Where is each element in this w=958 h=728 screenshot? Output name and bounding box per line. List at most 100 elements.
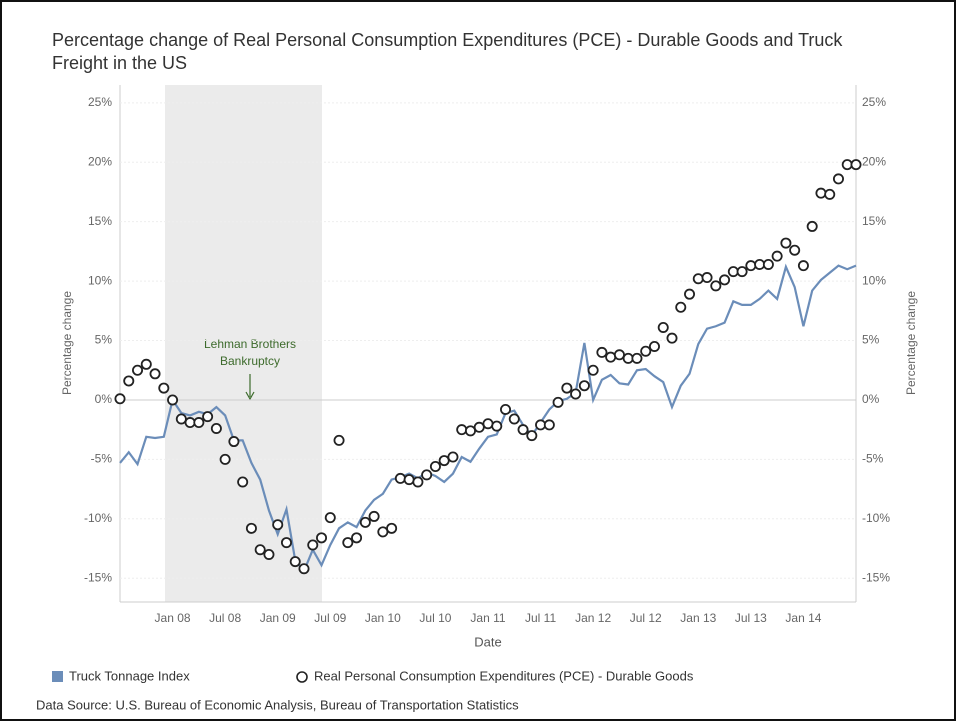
- x-tick-label: Jul 13: [735, 611, 767, 625]
- point: [245, 522, 257, 534]
- point: [727, 266, 739, 278]
- point: [228, 436, 240, 448]
- point: [797, 260, 809, 272]
- x-tick-label: Jul 12: [630, 611, 662, 625]
- y2-tick-label: 20%: [862, 154, 886, 168]
- point: [789, 244, 801, 256]
- legend-label: Real Personal Consumption Expenditures (…: [314, 668, 694, 683]
- point: [377, 526, 389, 538]
- annotation: Bankruptcy: [220, 354, 280, 368]
- point: [429, 461, 441, 473]
- point: [438, 455, 450, 467]
- point: [298, 563, 310, 575]
- annotation-arrow: [245, 391, 255, 401]
- point: [640, 345, 652, 357]
- point: [412, 476, 424, 488]
- point: [184, 417, 196, 429]
- point: [394, 472, 406, 484]
- annotation: Lehman Brothers: [204, 337, 296, 351]
- point: [114, 393, 126, 405]
- x-tick-label: Jul 11: [525, 611, 556, 625]
- x-tick-label: Jul 09: [314, 611, 346, 625]
- point: [631, 352, 643, 364]
- point: [473, 421, 485, 433]
- point: [508, 413, 520, 425]
- line: [119, 263, 857, 574]
- point: [710, 280, 722, 292]
- point: [736, 266, 748, 278]
- point: [613, 349, 625, 361]
- point: [272, 519, 284, 531]
- x-tick-label: Jan 10: [365, 611, 401, 625]
- point: [254, 544, 266, 556]
- point: [719, 274, 731, 286]
- y-tick-label: 0%: [95, 392, 113, 406]
- y2-tick-label: 5%: [862, 333, 880, 347]
- point: [500, 403, 512, 415]
- point: [754, 258, 766, 270]
- point: [701, 272, 713, 284]
- point: [167, 394, 179, 406]
- point: [692, 273, 704, 285]
- x-tick-label: Jan 09: [260, 611, 296, 625]
- x-tick-label: Jan 08: [155, 611, 191, 625]
- point: [175, 413, 187, 425]
- y2-tick-label: 0%: [862, 392, 880, 406]
- point: [342, 537, 354, 549]
- y-tick-label: 5%: [95, 333, 113, 347]
- point: [140, 358, 152, 370]
- point: [684, 288, 696, 300]
- point: [149, 368, 161, 380]
- point: [587, 364, 599, 376]
- chart-title: Percentage change of Real Personal Consu…: [52, 30, 843, 50]
- point: [771, 250, 783, 262]
- point: [333, 434, 345, 446]
- point: [307, 539, 319, 551]
- point: [850, 159, 862, 171]
- y2-axis-label: Percentage change: [904, 291, 918, 395]
- chart-title: Freight in the US: [52, 53, 187, 73]
- point: [832, 173, 844, 185]
- point: [447, 451, 459, 463]
- x-axis-label: Date: [474, 634, 501, 649]
- point: [202, 411, 214, 423]
- point: [158, 382, 170, 394]
- point: [578, 380, 590, 392]
- point: [762, 258, 774, 270]
- point: [841, 159, 853, 171]
- point: [351, 532, 363, 544]
- point: [806, 220, 818, 232]
- point: [237, 476, 249, 488]
- y-tick-label: 25%: [88, 95, 112, 109]
- point: [421, 469, 433, 481]
- legend-swatch: [296, 671, 308, 683]
- point: [666, 332, 678, 344]
- source: Data Source: U.S. Bureau of Economic Ana…: [36, 697, 519, 712]
- legend-label: Truck Tonnage Index: [69, 668, 190, 683]
- point: [464, 425, 476, 437]
- y2-tick-label: 25%: [862, 95, 886, 109]
- y2-tick-label: -10%: [862, 511, 890, 525]
- point: [219, 453, 231, 465]
- point: [316, 532, 328, 544]
- point: [526, 430, 538, 442]
- point: [289, 556, 301, 568]
- x-tick-label: Jan 11: [470, 611, 505, 625]
- y-tick-label: 20%: [88, 154, 112, 168]
- point: [123, 375, 135, 387]
- x-tick-label: Jan 12: [575, 611, 611, 625]
- point: [491, 420, 503, 432]
- point: [210, 422, 222, 434]
- point: [815, 187, 827, 199]
- point: [263, 548, 275, 560]
- point: [324, 512, 336, 524]
- point: [622, 352, 634, 364]
- point: [386, 522, 398, 534]
- point: [561, 382, 573, 394]
- point: [132, 364, 144, 376]
- point: [403, 474, 415, 486]
- point: [745, 260, 757, 272]
- point: [657, 321, 669, 333]
- y-tick-label: 10%: [88, 273, 112, 287]
